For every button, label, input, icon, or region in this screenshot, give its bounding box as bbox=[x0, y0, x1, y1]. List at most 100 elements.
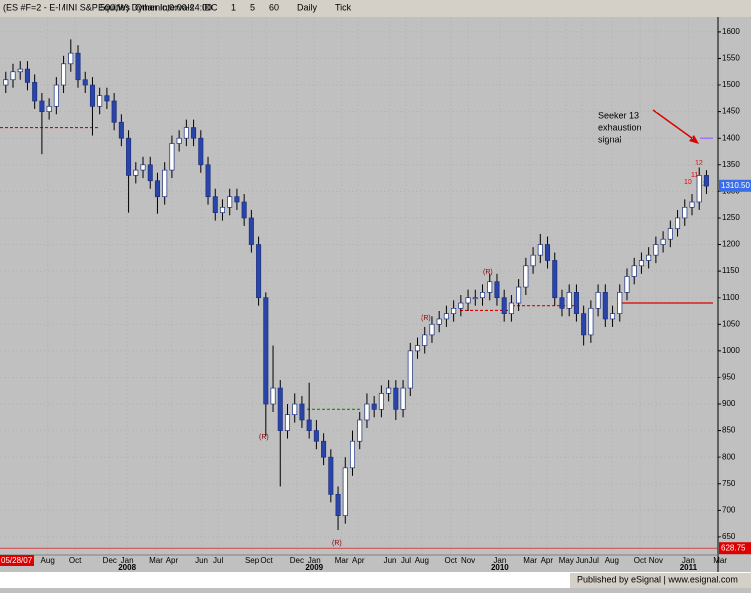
x-tick-label: Nov bbox=[461, 556, 475, 565]
candle-body bbox=[277, 387, 283, 431]
candle-body bbox=[646, 254, 652, 261]
candle-body bbox=[154, 180, 160, 198]
candle-body bbox=[703, 175, 709, 187]
candle-body bbox=[118, 121, 124, 139]
candle-body bbox=[349, 440, 356, 469]
candle-body bbox=[523, 265, 529, 288]
signal-label: 13 bbox=[699, 181, 707, 188]
candle-body bbox=[566, 292, 572, 309]
x-tick-label: Sep bbox=[245, 556, 260, 565]
candle-body bbox=[487, 281, 493, 293]
last-price-box bbox=[719, 179, 751, 192]
y-tick-label: 1050 bbox=[722, 319, 740, 328]
signal-label: (R) bbox=[259, 434, 269, 441]
toolbar-item[interactable]: Tick bbox=[335, 2, 352, 12]
candle-body bbox=[32, 82, 38, 102]
y-tick-label: 850 bbox=[722, 426, 736, 435]
candle-body bbox=[234, 196, 240, 203]
annotation: signal bbox=[598, 134, 622, 144]
x-tick-label: Oct bbox=[445, 556, 458, 565]
toolbar-item[interactable]: Daily bbox=[297, 2, 318, 12]
x-tick-label: Jan bbox=[493, 556, 506, 565]
x-tick-label: Apr bbox=[541, 556, 554, 565]
candle-body bbox=[393, 387, 399, 410]
candle-body bbox=[111, 100, 117, 123]
candle-body bbox=[270, 387, 276, 405]
x-tick-label: Aug bbox=[605, 556, 619, 565]
year-label: 2009 bbox=[305, 563, 323, 572]
signal-label: (R) bbox=[421, 315, 431, 322]
x-tick-label: Aug bbox=[415, 556, 429, 565]
candle-body bbox=[205, 164, 211, 198]
candle-body bbox=[162, 169, 168, 198]
y-tick-label: 1400 bbox=[722, 133, 740, 142]
arrow-head bbox=[689, 135, 699, 144]
candle-body bbox=[342, 467, 348, 517]
x-tick-label: Apr bbox=[166, 556, 179, 565]
candle-body bbox=[248, 217, 254, 245]
x-tick-label: Aug bbox=[41, 556, 55, 565]
signal-label: 12 bbox=[695, 160, 703, 167]
candle-body bbox=[588, 307, 594, 336]
candle-body bbox=[436, 318, 442, 325]
candle-body bbox=[306, 419, 312, 431]
y-tick-label: 1600 bbox=[722, 27, 740, 36]
toolbar-item[interactable]: Equities bbox=[98, 2, 131, 12]
year-label: 2008 bbox=[118, 563, 136, 572]
candle-body bbox=[241, 201, 247, 219]
candle-body bbox=[595, 292, 601, 309]
candle-body bbox=[631, 265, 637, 277]
toolbar-item[interactable]: 1 bbox=[231, 2, 236, 12]
x-tick-label: Nov bbox=[649, 556, 663, 565]
candle-body bbox=[183, 127, 189, 139]
last-price-label: 1310.50 bbox=[721, 181, 750, 190]
candle-body bbox=[675, 217, 681, 229]
toolbar-item[interactable]: IDC bbox=[202, 2, 218, 12]
candle-body bbox=[227, 196, 233, 208]
candle-body bbox=[371, 403, 377, 410]
start-date: 05/28/07 bbox=[1, 556, 33, 565]
candle-body bbox=[357, 419, 363, 442]
toolbar-item[interactable]: 60 bbox=[269, 2, 279, 12]
candle-body bbox=[82, 79, 88, 86]
x-tick-label: Jan bbox=[121, 556, 134, 565]
year-label: 2010 bbox=[491, 563, 509, 572]
candle-body bbox=[689, 201, 695, 208]
arrow bbox=[652, 109, 697, 142]
candle-body bbox=[378, 393, 384, 410]
signal-label: 10 bbox=[684, 179, 692, 186]
x-tick-label: Jul bbox=[401, 556, 411, 565]
x-tick-label: Jan bbox=[682, 556, 695, 565]
y-tick-label: 1250 bbox=[722, 213, 740, 222]
x-tick-label: Jul bbox=[589, 556, 599, 565]
status-bar bbox=[0, 572, 751, 588]
start-date-box bbox=[0, 555, 34, 566]
candle-body bbox=[256, 244, 262, 299]
candle-body bbox=[465, 297, 471, 304]
annotation: exhaustion bbox=[598, 122, 642, 132]
toolbar bbox=[0, 0, 751, 17]
candle-body bbox=[53, 84, 59, 107]
cursor-price-box bbox=[719, 542, 751, 555]
footer: Published by eSignal | www.esignal.com bbox=[577, 574, 738, 584]
candle-body bbox=[400, 387, 406, 410]
candle-body bbox=[573, 292, 579, 314]
y-tick-label: 750 bbox=[722, 479, 736, 488]
toolbar-item[interactable]: Other Intervals bbox=[135, 2, 195, 12]
x-tick-label: Jan bbox=[308, 556, 321, 565]
candle-body bbox=[602, 292, 608, 320]
candle-body bbox=[422, 334, 428, 346]
candle-body bbox=[559, 297, 565, 309]
candle-body bbox=[429, 323, 435, 336]
x-tick-label: May bbox=[559, 556, 574, 565]
candle-body bbox=[24, 68, 30, 83]
candle-body bbox=[191, 127, 197, 139]
candle-body bbox=[147, 164, 153, 182]
y-tick-label: 1100 bbox=[722, 293, 740, 302]
candle-body bbox=[169, 143, 175, 171]
y-tick-label: 900 bbox=[722, 399, 736, 408]
symbol-label[interactable]: (ES #F=2 - E-MINI S&P 500,W) Dynamic,0:0… bbox=[3, 2, 212, 12]
sep bbox=[60, 2, 62, 14]
toolbar-item[interactable]: 5 bbox=[250, 2, 255, 12]
candle-body bbox=[386, 387, 392, 394]
